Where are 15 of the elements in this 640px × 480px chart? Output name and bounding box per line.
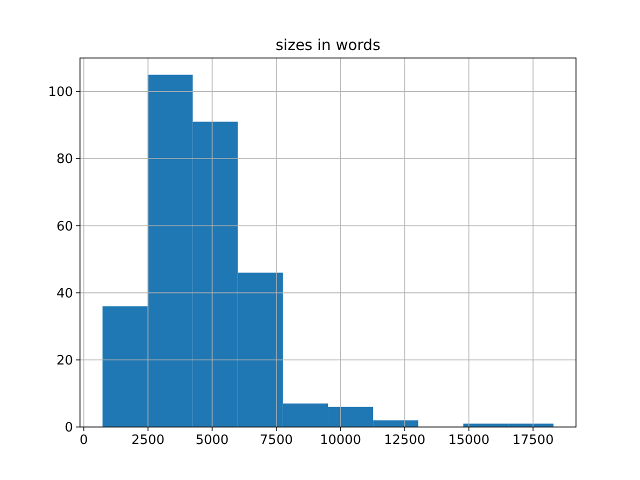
y-tick-label: 40 (56, 286, 73, 302)
y-tick-label: 20 (56, 353, 73, 368)
x-tick-label: 12500 (384, 433, 426, 448)
y-tick-label: 80 (56, 152, 73, 168)
x-tick-label: 17500 (512, 433, 554, 448)
y-tick-label: 100 (48, 85, 73, 100)
x-tick-label: 7500 (260, 433, 293, 448)
x-tick-label: 5000 (196, 433, 229, 448)
x-tick-label: 15000 (448, 433, 490, 448)
x-tick-label: 0 (80, 433, 88, 448)
chart-title: sizes in words (276, 36, 381, 54)
x-tick-label: 2500 (131, 433, 165, 448)
y-tick-label: 60 (56, 219, 73, 234)
y-tick-label: 0 (64, 420, 73, 436)
x-tick-label: 10000 (320, 433, 362, 448)
